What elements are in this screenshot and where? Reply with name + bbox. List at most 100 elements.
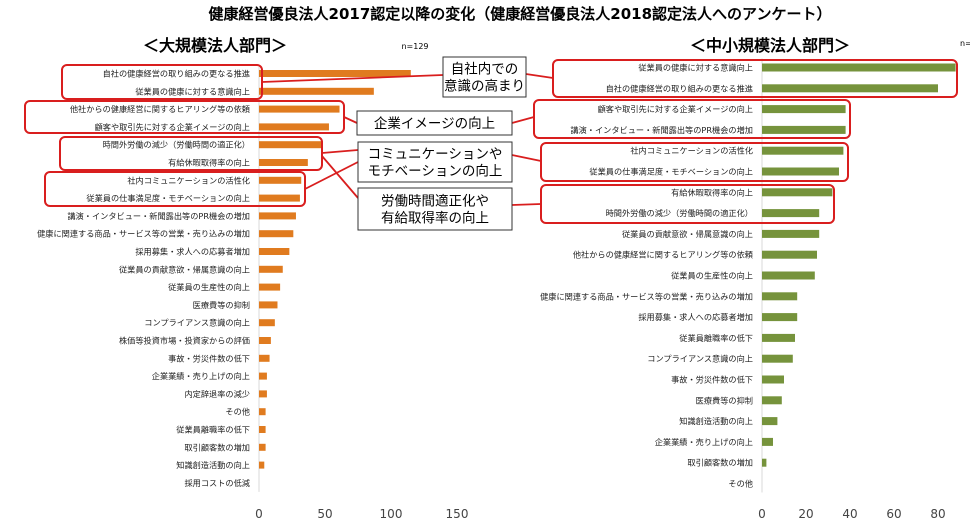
large-category-label: 従業員の健康に対する意識向上 — [135, 86, 250, 96]
large-category-label: 採用コストの低減 — [184, 478, 250, 488]
connector-line — [343, 116, 358, 124]
large-category-label: 従業員離職率の低下 — [176, 425, 250, 435]
large-bar — [259, 337, 271, 344]
small-category-label: 講演・インタビュー・新聞露出等のPR機会の増加 — [570, 125, 753, 135]
callout-box — [357, 187, 513, 231]
small-category-label: 従業員の仕事満足度・モチベーションの向上 — [589, 167, 753, 177]
large-category-label: コンプライアンス意識の向上 — [144, 318, 250, 328]
large-bar — [259, 123, 329, 131]
small-bar — [762, 354, 793, 363]
large-bar — [259, 265, 283, 273]
small-category-label: 取引顧客数の増加 — [687, 458, 753, 468]
large-category-label: 株価等投資市場・投資家からの評価 — [119, 336, 250, 346]
large-bar — [259, 283, 281, 291]
large-bar — [259, 194, 300, 202]
small-category-label: 時間外労働の減少（労働時間の適正化） — [606, 208, 753, 218]
small-x-tick-label: 20 — [798, 507, 813, 521]
large-category-label: 時間外労働の減少（労働時間の適正化） — [103, 140, 250, 150]
connector-line — [511, 154, 542, 162]
callout-text: コミュニケーションや — [368, 147, 503, 163]
callout-box — [357, 141, 513, 183]
small-bar — [762, 396, 782, 405]
small-x-tick-label: 80 — [930, 507, 945, 521]
large-bar — [259, 105, 340, 113]
small-bar — [762, 333, 795, 342]
large-bar — [259, 354, 270, 362]
large-category-label: 講演・インタビュー・新聞露出等のPR機会の増加 — [67, 211, 250, 221]
small-bar — [762, 229, 820, 238]
large-panel-title: ＜大規模法人部門＞ — [143, 36, 287, 55]
small-category-label: 採用募集・求人への応募者増加 — [638, 312, 753, 322]
large-category-label: 取引顧客数の増加 — [184, 442, 250, 452]
small-category-label: 知識創造活動の向上 — [679, 416, 753, 426]
connector-line — [525, 73, 554, 79]
small-bar — [762, 417, 778, 426]
small-category-label: 従業員離職率の低下 — [679, 333, 753, 343]
callout-text: 自社内での — [451, 62, 519, 78]
callout-text: 意識の高まり — [444, 78, 525, 95]
small-bar — [762, 125, 846, 134]
large-category-label: 有給休暇取得率の向上 — [168, 158, 250, 168]
large-category-label: 企業業績・売り上げの向上 — [152, 371, 250, 381]
callout-box — [442, 56, 527, 98]
large-category-label: 自社の健康経営の取り組みの更なる推進 — [103, 69, 250, 79]
small-bar — [762, 167, 839, 176]
small-category-label: その他 — [728, 479, 753, 489]
large-bar — [259, 408, 266, 416]
small-category-label: 企業業績・売り上げの向上 — [655, 437, 753, 447]
small-bar — [762, 375, 784, 384]
connector-line — [261, 74, 444, 83]
large-panel: 自社の健康経営の取り組みの更なる推進従業員の健康に対する意識向上他社からの健康経… — [37, 64, 468, 521]
small-category-label: 従業員の貢献意欲・帰属意識の向上 — [622, 229, 753, 239]
small-category-label: コンプライアンス意識の向上 — [647, 354, 753, 364]
small-panel-n: n= — [960, 39, 970, 48]
large-x-tick-label: 50 — [317, 507, 332, 521]
large-bar — [259, 70, 411, 77]
small-bar — [762, 105, 846, 114]
small-bar — [762, 209, 820, 218]
large-category-label: 従業員の生産性の向上 — [168, 282, 250, 292]
large-category-label: 健康に関連する商品・サービス等の営業・売り込みの増加 — [37, 229, 250, 239]
connector-line — [321, 155, 359, 199]
connector-line — [511, 116, 535, 124]
highlight-box — [59, 136, 323, 171]
small-bar — [762, 313, 798, 322]
large-category-label: 知識創造活動の向上 — [176, 460, 250, 470]
large-category-label: 医療費等の抑制 — [193, 300, 250, 310]
small-bar — [762, 188, 833, 197]
large-bar — [259, 372, 267, 380]
small-category-label: 事故・労災件数の低下 — [671, 375, 753, 385]
large-bar — [259, 461, 265, 469]
highlight-box — [540, 142, 849, 182]
large-bar — [259, 141, 322, 149]
large-bar — [259, 212, 296, 220]
small-x-tick-label: 0 — [758, 507, 766, 521]
small-category-label: 健康に関連する商品・サービス等の営業・売り込みの増加 — [540, 291, 753, 301]
small-category-label: 他社からの健康経営に関するヒアリング等の依頼 — [573, 250, 753, 260]
large-bar — [259, 159, 308, 166]
large-bar — [259, 176, 302, 184]
callout-text: 企業イメージの向上 — [374, 115, 495, 132]
large-category-label: 従業員の仕事満足度・モチベーションの向上 — [86, 193, 250, 203]
callout-text: 有給取得率の向上 — [381, 210, 489, 227]
large-category-label: 顧客や取引先に対する企業イメージの向上 — [95, 122, 250, 132]
small-bar — [762, 84, 938, 93]
small-bar — [762, 271, 815, 280]
large-category-label: 従業員の貢献意欲・帰属意識の向上 — [119, 264, 250, 274]
large-category-label: 採用募集・求人への応募者増加 — [135, 247, 250, 257]
large-panel-n: n=129 — [401, 42, 428, 51]
large-bar — [259, 426, 266, 433]
large-bar — [259, 87, 374, 95]
page-title: 健康経営優良法人2017認定以降の変化（健康経営優良法人2018認定法人へのアン… — [209, 5, 832, 23]
large-bar — [259, 390, 267, 398]
connector-line — [321, 149, 359, 154]
callout-text: 労働時間適正化や — [381, 193, 489, 210]
large-bar — [259, 248, 290, 255]
connector-line — [511, 203, 542, 206]
large-x-tick-label: 0 — [255, 507, 263, 521]
large-category-label: 内定辞退率の減少 — [184, 389, 250, 399]
small-x-tick-label: 40 — [842, 507, 857, 521]
large-category-label: その他 — [225, 407, 250, 417]
